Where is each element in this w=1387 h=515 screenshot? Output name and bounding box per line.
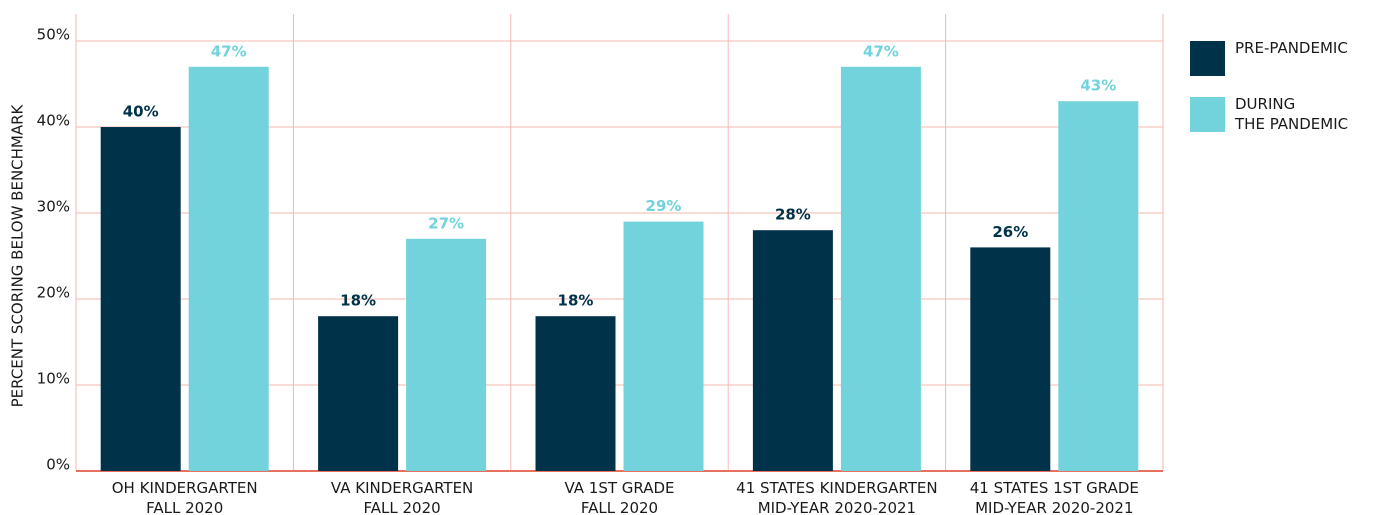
bar [1058, 101, 1139, 471]
x-tick-label: OH KINDERGARTEN FALL 2020 [111, 479, 258, 515]
legend-swatch [1190, 97, 1225, 132]
bar [623, 221, 704, 471]
data-label: 47% [211, 42, 247, 60]
data-label: 26% [992, 223, 1028, 241]
data-label: 28% [775, 206, 811, 224]
bar [840, 66, 921, 472]
legend-label: DURING THE PANDEMIC [1235, 95, 1349, 133]
x-tick-label: VA KINDERGARTEN FALL 2020 [330, 479, 474, 515]
bar [406, 238, 487, 471]
x-tick-label: 41 STATES 1ST GRADE MID-YEAR 2020-2021 [969, 479, 1139, 515]
bar [752, 230, 833, 471]
data-label: 47% [863, 42, 899, 60]
y-tick-label: 10% [37, 370, 70, 388]
data-label: 27% [428, 214, 464, 232]
data-label: 18% [558, 292, 594, 310]
y-tick-label: 20% [37, 284, 70, 302]
y-tick-label: 50% [37, 26, 70, 44]
bar [100, 127, 181, 471]
y-tick-label: 30% [37, 198, 70, 216]
x-tick-label: 41 STATES KINDERGARTEN MID-YEAR 2020-202… [736, 479, 938, 515]
data-label: 29% [646, 197, 682, 215]
legend-swatch [1190, 41, 1225, 76]
bar [318, 316, 399, 471]
data-label: 43% [1080, 77, 1116, 95]
bar [970, 247, 1051, 471]
data-label: 40% [123, 103, 159, 121]
y-tick-label: 40% [37, 112, 70, 130]
y-tick-label: 0% [46, 456, 70, 474]
legend-label: PRE-PANDEMIC [1235, 39, 1348, 57]
y-axis-label: PERCENT SCORING BELOW BENCHMARK [9, 103, 27, 407]
bar [535, 316, 616, 471]
data-label: 18% [340, 292, 376, 310]
x-tick-label: VA 1ST GRADE FALL 2020 [564, 479, 675, 515]
bar [188, 66, 269, 472]
